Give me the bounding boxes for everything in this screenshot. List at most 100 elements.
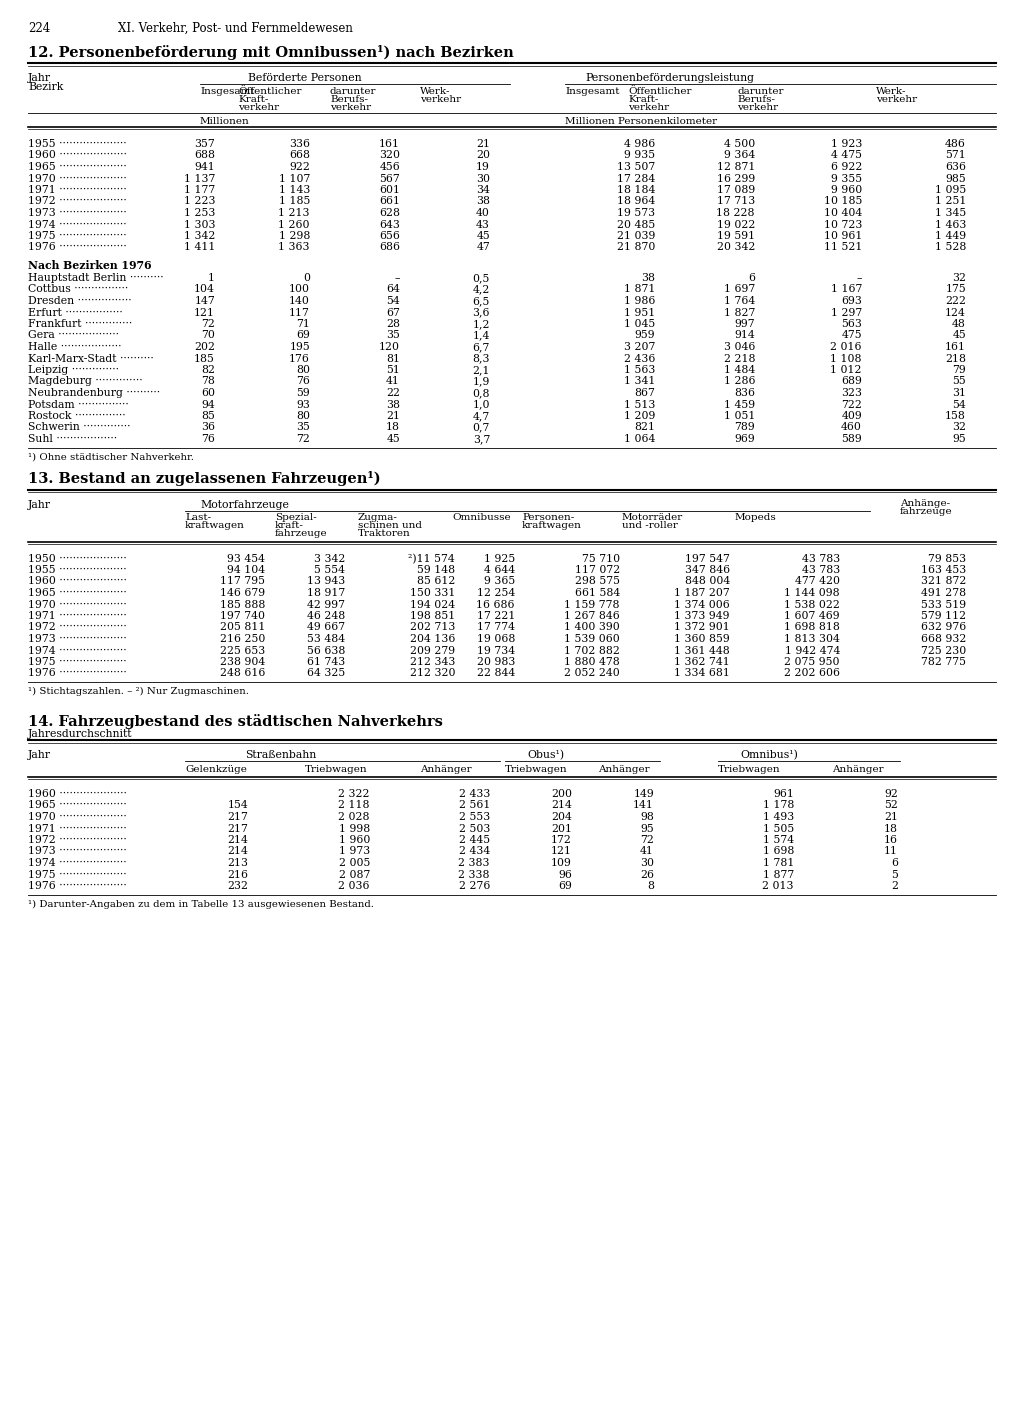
Text: 2 052 240: 2 052 240 (564, 668, 620, 679)
Text: 12 871: 12 871 (717, 161, 755, 173)
Text: 1 297: 1 297 (830, 307, 862, 317)
Text: 2 218: 2 218 (724, 354, 755, 363)
Text: 16: 16 (884, 835, 898, 845)
Text: 2 013: 2 013 (763, 881, 794, 891)
Text: 117 072: 117 072 (574, 565, 620, 575)
Text: 1 607 469: 1 607 469 (784, 610, 840, 622)
Text: 17 774: 17 774 (477, 623, 515, 633)
Text: 3,6: 3,6 (472, 307, 490, 317)
Text: 8: 8 (647, 881, 654, 891)
Text: 52: 52 (884, 801, 898, 811)
Text: 10 961: 10 961 (823, 231, 862, 241)
Text: 1955 ····················: 1955 ···················· (28, 139, 127, 149)
Text: 54: 54 (386, 296, 400, 306)
Text: 53 484: 53 484 (307, 634, 345, 644)
Text: 216 250: 216 250 (219, 634, 265, 644)
Text: 85: 85 (201, 411, 215, 421)
Text: 214: 214 (227, 846, 248, 856)
Text: 95: 95 (640, 824, 654, 833)
Text: 224: 224 (28, 22, 50, 35)
Text: 1974 ····················: 1974 ···················· (28, 645, 127, 655)
Text: und -roller: und -roller (622, 522, 678, 530)
Text: 1975 ····················: 1975 ···················· (28, 870, 127, 880)
Text: 141: 141 (633, 801, 654, 811)
Text: 1960 ····················: 1960 ···················· (28, 577, 127, 586)
Text: 1 698: 1 698 (763, 846, 794, 856)
Text: 6,5: 6,5 (473, 296, 490, 306)
Text: 1 362 741: 1 362 741 (674, 657, 730, 666)
Text: 79 853: 79 853 (928, 554, 966, 564)
Text: 161: 161 (379, 139, 400, 149)
Text: 42 997: 42 997 (307, 599, 345, 609)
Text: 1972 ····················: 1972 ···················· (28, 623, 127, 633)
Text: 5 554: 5 554 (314, 565, 345, 575)
Text: darunter: darunter (330, 87, 377, 95)
Text: 656: 656 (379, 231, 400, 241)
Text: 93: 93 (296, 400, 310, 410)
Text: 67: 67 (386, 307, 400, 317)
Text: 4 644: 4 644 (484, 565, 515, 575)
Text: 11 521: 11 521 (823, 243, 862, 253)
Text: 21 870: 21 870 (616, 243, 655, 253)
Text: 2 445: 2 445 (459, 835, 490, 845)
Text: 1 373 949: 1 373 949 (675, 610, 730, 622)
Text: 1,0: 1,0 (472, 400, 490, 410)
Text: 628: 628 (379, 208, 400, 217)
Text: 9 365: 9 365 (483, 577, 515, 586)
Text: 1 178: 1 178 (763, 801, 794, 811)
Text: 38: 38 (476, 196, 490, 206)
Text: 579 112: 579 112 (921, 610, 966, 622)
Text: Jahr: Jahr (28, 73, 51, 83)
Text: 486: 486 (945, 139, 966, 149)
Text: 1 702 882: 1 702 882 (564, 645, 620, 655)
Text: Triebwagen: Triebwagen (718, 765, 780, 774)
Text: 2 202 606: 2 202 606 (784, 668, 840, 679)
Text: 941: 941 (195, 161, 215, 173)
Text: 1 528: 1 528 (935, 243, 966, 253)
Text: 46 248: 46 248 (307, 610, 345, 622)
Text: 1,4: 1,4 (473, 331, 490, 341)
Text: 1 253: 1 253 (183, 208, 215, 217)
Text: 1976 ····················: 1976 ···················· (28, 243, 127, 253)
Text: 85 612: 85 612 (417, 577, 455, 586)
Text: 1 144 098: 1 144 098 (784, 588, 840, 598)
Text: Triebwagen: Triebwagen (305, 765, 368, 774)
Text: Triebwagen: Triebwagen (505, 765, 567, 774)
Text: 56 638: 56 638 (306, 645, 345, 655)
Text: 104: 104 (195, 285, 215, 295)
Text: 32: 32 (952, 274, 966, 283)
Text: 204 136: 204 136 (410, 634, 455, 644)
Text: 4,7: 4,7 (473, 411, 490, 421)
Text: 1 286: 1 286 (724, 376, 755, 386)
Text: 1 209: 1 209 (624, 411, 655, 421)
Text: 848 004: 848 004 (685, 577, 730, 586)
Text: 20 342: 20 342 (717, 243, 755, 253)
Text: 41: 41 (386, 376, 400, 386)
Text: 197 547: 197 547 (685, 554, 730, 564)
Text: 163 453: 163 453 (921, 565, 966, 575)
Text: 1 951: 1 951 (624, 307, 655, 317)
Text: 2 276: 2 276 (459, 881, 490, 891)
Text: 1 213: 1 213 (279, 208, 310, 217)
Text: 643: 643 (379, 219, 400, 230)
Text: 2 553: 2 553 (459, 812, 490, 822)
Text: 47: 47 (476, 243, 490, 253)
Text: Schwerin ··············: Schwerin ·············· (28, 422, 130, 432)
Text: 722: 722 (841, 400, 862, 410)
Text: Beförderte Personen: Beförderte Personen (248, 73, 361, 83)
Text: 4 500: 4 500 (724, 139, 755, 149)
Text: 120: 120 (379, 342, 400, 352)
Text: 71: 71 (296, 318, 310, 328)
Text: 1 267 846: 1 267 846 (564, 610, 620, 622)
Text: ²)11 574: ²)11 574 (409, 554, 455, 564)
Text: 1 574: 1 574 (763, 835, 794, 845)
Text: 158: 158 (945, 411, 966, 421)
Text: 475: 475 (842, 331, 862, 341)
Text: 117 795: 117 795 (220, 577, 265, 586)
Text: Straßenbahn: Straßenbahn (245, 751, 316, 760)
Text: 821: 821 (634, 422, 655, 432)
Text: 1 449: 1 449 (935, 231, 966, 241)
Text: 18 964: 18 964 (616, 196, 655, 206)
Text: 161: 161 (945, 342, 966, 352)
Text: 1972 ····················: 1972 ···················· (28, 196, 127, 206)
